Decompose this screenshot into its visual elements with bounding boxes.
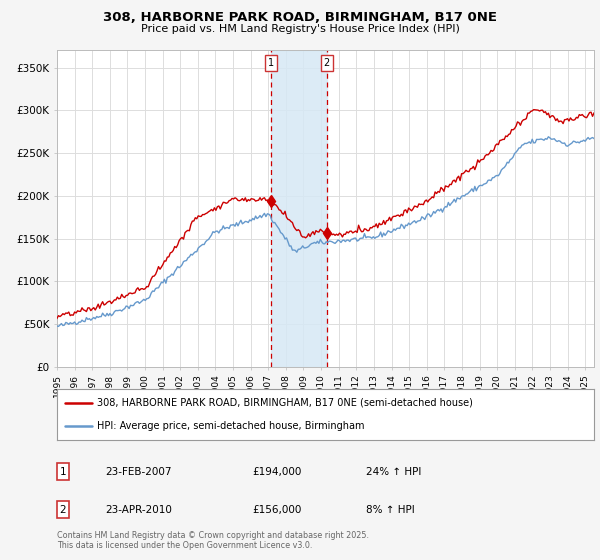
Text: £194,000: £194,000 <box>252 466 301 477</box>
Text: £156,000: £156,000 <box>252 505 301 515</box>
Text: Price paid vs. HM Land Registry's House Price Index (HPI): Price paid vs. HM Land Registry's House … <box>140 24 460 34</box>
Text: 8% ↑ HPI: 8% ↑ HPI <box>366 505 415 515</box>
Text: 308, HARBORNE PARK ROAD, BIRMINGHAM, B17 0NE: 308, HARBORNE PARK ROAD, BIRMINGHAM, B17… <box>103 11 497 24</box>
Text: 1: 1 <box>268 58 274 68</box>
Text: 23-FEB-2007: 23-FEB-2007 <box>105 466 172 477</box>
Bar <box>271 50 326 367</box>
Text: HPI: Average price, semi-detached house, Birmingham: HPI: Average price, semi-detached house,… <box>97 421 365 431</box>
Text: 1: 1 <box>59 466 67 477</box>
Text: 2: 2 <box>323 58 329 68</box>
Text: Contains HM Land Registry data © Crown copyright and database right 2025.
This d: Contains HM Land Registry data © Crown c… <box>57 530 369 550</box>
Text: 2: 2 <box>59 505 67 515</box>
Text: 308, HARBORNE PARK ROAD, BIRMINGHAM, B17 0NE (semi-detached house): 308, HARBORNE PARK ROAD, BIRMINGHAM, B17… <box>97 398 473 408</box>
Text: 24% ↑ HPI: 24% ↑ HPI <box>366 466 421 477</box>
Text: 23-APR-2010: 23-APR-2010 <box>105 505 172 515</box>
